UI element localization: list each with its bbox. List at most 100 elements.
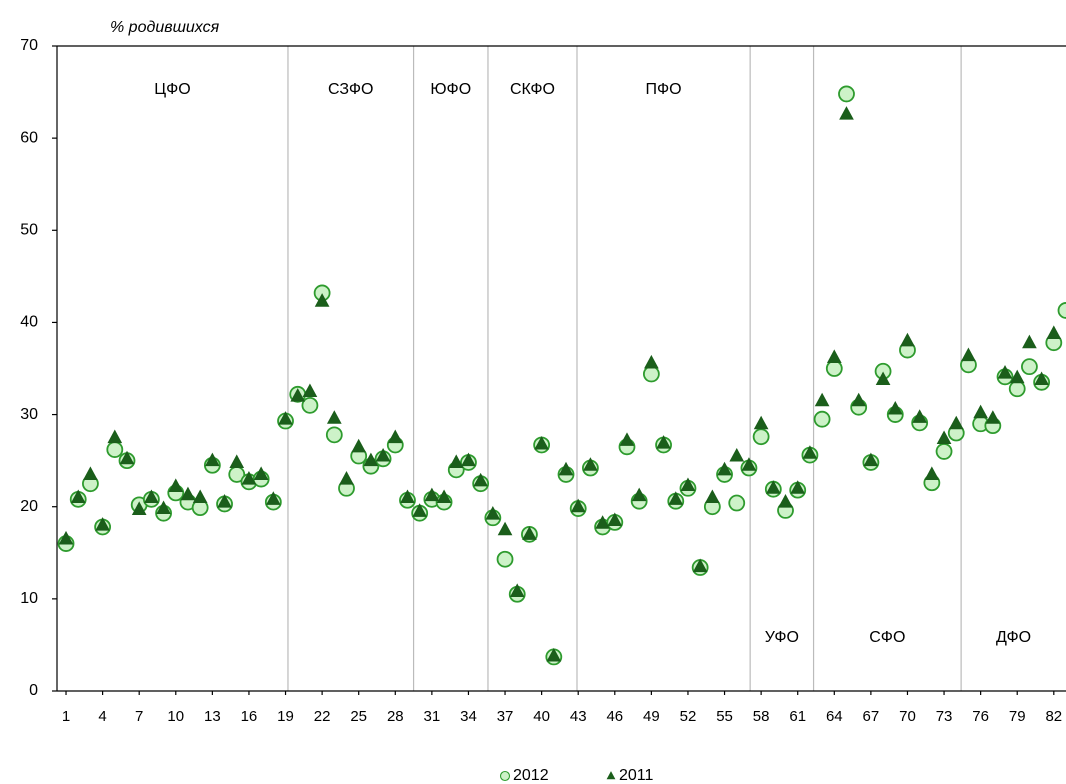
point bbox=[496, 550, 514, 568]
point bbox=[192, 489, 208, 503]
point bbox=[70, 489, 86, 503]
point bbox=[619, 432, 635, 446]
point bbox=[107, 429, 123, 444]
x-tick-label: 25 bbox=[350, 708, 367, 725]
x-tick-label: 40 bbox=[533, 708, 550, 725]
point bbox=[339, 471, 354, 485]
point bbox=[753, 415, 769, 430]
x-tick-label: 16 bbox=[241, 708, 258, 725]
x-tick-label: 61 bbox=[789, 708, 806, 725]
point bbox=[168, 478, 184, 492]
x-tick-label: 82 bbox=[1045, 708, 1062, 725]
point bbox=[400, 489, 415, 503]
x-tick-label: 52 bbox=[680, 708, 697, 725]
point bbox=[485, 506, 501, 520]
point bbox=[558, 461, 574, 476]
x-tick-label: 79 bbox=[1009, 708, 1026, 725]
region-label: ДФО bbox=[996, 629, 1031, 646]
point bbox=[1046, 325, 1062, 339]
x-tick-label: 19 bbox=[277, 708, 294, 725]
point bbox=[642, 365, 660, 383]
point bbox=[1021, 358, 1038, 376]
x-tick-label: 67 bbox=[863, 708, 880, 725]
region-label: ЦФО bbox=[154, 81, 190, 98]
point bbox=[1022, 334, 1037, 349]
x-tick-label: 58 bbox=[753, 708, 770, 725]
x-tick-label: 1 bbox=[62, 708, 70, 725]
point bbox=[325, 426, 343, 444]
x-tick-label: 4 bbox=[98, 708, 106, 725]
point bbox=[1009, 369, 1025, 384]
point bbox=[887, 400, 903, 415]
point bbox=[656, 435, 671, 449]
x-tick-label: 49 bbox=[643, 708, 660, 725]
region-label: СЗФО bbox=[328, 81, 373, 98]
x-tick-label: 31 bbox=[424, 708, 441, 725]
point bbox=[58, 530, 74, 545]
legend-label: 2012 bbox=[513, 767, 549, 784]
point bbox=[241, 471, 257, 485]
x-tick-label: 55 bbox=[716, 708, 733, 725]
point bbox=[363, 452, 379, 467]
point bbox=[814, 392, 830, 407]
y-tick-label: 50 bbox=[20, 222, 38, 239]
region-label: СФО bbox=[869, 629, 905, 646]
y-axis-label: % родившихся bbox=[110, 19, 220, 36]
region-label: ЮФО bbox=[430, 81, 471, 98]
point bbox=[997, 365, 1013, 379]
point bbox=[668, 491, 684, 505]
point bbox=[314, 293, 330, 307]
point bbox=[217, 494, 232, 508]
point bbox=[765, 480, 781, 494]
region-label: СКФО bbox=[510, 81, 555, 98]
point bbox=[95, 517, 110, 531]
point bbox=[717, 461, 732, 476]
x-tick-label: 64 bbox=[826, 708, 843, 725]
y-tick-label: 20 bbox=[20, 498, 38, 515]
point bbox=[509, 583, 525, 597]
point bbox=[290, 388, 306, 402]
point bbox=[631, 487, 647, 502]
point bbox=[826, 349, 842, 363]
point bbox=[229, 454, 245, 468]
point bbox=[522, 526, 537, 540]
point bbox=[741, 457, 757, 471]
point bbox=[728, 494, 746, 512]
point bbox=[802, 445, 818, 459]
x-tick-label: 28 bbox=[387, 708, 404, 725]
point bbox=[863, 452, 879, 467]
point bbox=[570, 498, 586, 513]
point bbox=[851, 392, 867, 407]
x-tick-label: 43 bbox=[570, 708, 587, 725]
point bbox=[156, 500, 171, 515]
point bbox=[265, 491, 281, 505]
point bbox=[583, 457, 598, 471]
y-tick-label: 40 bbox=[20, 314, 38, 331]
point bbox=[692, 558, 708, 573]
point bbox=[1034, 371, 1049, 386]
y-tick-label: 70 bbox=[20, 37, 38, 54]
x-tick-label: 34 bbox=[460, 708, 477, 725]
point bbox=[119, 450, 135, 465]
point bbox=[351, 438, 367, 453]
y-tick-label: 0 bbox=[29, 682, 38, 699]
point bbox=[144, 489, 159, 503]
point bbox=[83, 466, 98, 480]
point bbox=[253, 466, 269, 480]
region-label: ПФО bbox=[646, 81, 682, 98]
legend-item: 2011 bbox=[606, 767, 654, 784]
x-tick-label: 22 bbox=[314, 708, 331, 725]
legend-item: 2012 bbox=[499, 767, 549, 784]
x-tick-label: 7 bbox=[135, 708, 143, 725]
point bbox=[205, 452, 220, 467]
point bbox=[595, 515, 610, 529]
point bbox=[985, 410, 1001, 424]
region-label: УФО bbox=[765, 629, 799, 646]
plot-area bbox=[57, 46, 1066, 691]
point bbox=[948, 415, 964, 430]
point bbox=[900, 332, 915, 347]
point bbox=[106, 441, 124, 458]
point bbox=[936, 430, 952, 445]
point bbox=[436, 489, 452, 503]
point bbox=[875, 371, 891, 386]
